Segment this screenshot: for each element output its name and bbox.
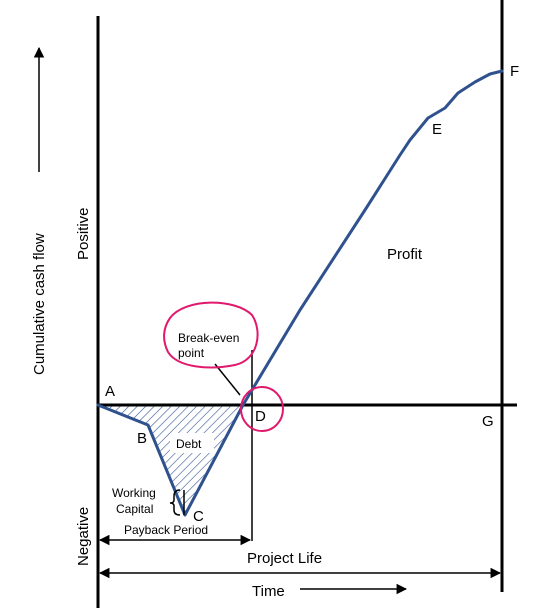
break-even-label-line2: point: [178, 346, 205, 360]
break-even-label-line1: Break-even: [178, 331, 239, 345]
point-e-label: E: [432, 121, 442, 138]
debt-area: [98, 405, 243, 515]
debt-label: Debt: [176, 437, 202, 451]
point-c-label: C: [193, 508, 204, 525]
point-d-highlight-circle: [240, 386, 284, 432]
positive-label: Positive: [75, 207, 92, 260]
y-axis-label: Cumulative cash flow: [31, 233, 48, 375]
cash-flow-curve: [96, 69, 504, 517]
working-capital-label-line1: Working: [112, 486, 156, 500]
profit-label: Profit: [387, 246, 423, 263]
break-even-highlight-circle: [163, 301, 259, 369]
point-g-label: G: [482, 413, 494, 430]
working-capital-label-line2: Capital: [116, 502, 153, 516]
point-f-label: F: [510, 63, 519, 80]
time-label: Time: [252, 583, 285, 600]
break-even-leader: [214, 363, 241, 396]
payback-period-label: Payback Period: [124, 523, 208, 537]
project-life-label: Project Life: [247, 550, 322, 567]
working-capital-brace: [169, 489, 181, 516]
negative-label: Negative: [75, 507, 92, 566]
point-b-label: B: [137, 430, 147, 447]
point-d-label: D: [255, 408, 266, 425]
point-a-label: A: [105, 383, 115, 400]
debt-label-bg: [170, 433, 214, 453]
